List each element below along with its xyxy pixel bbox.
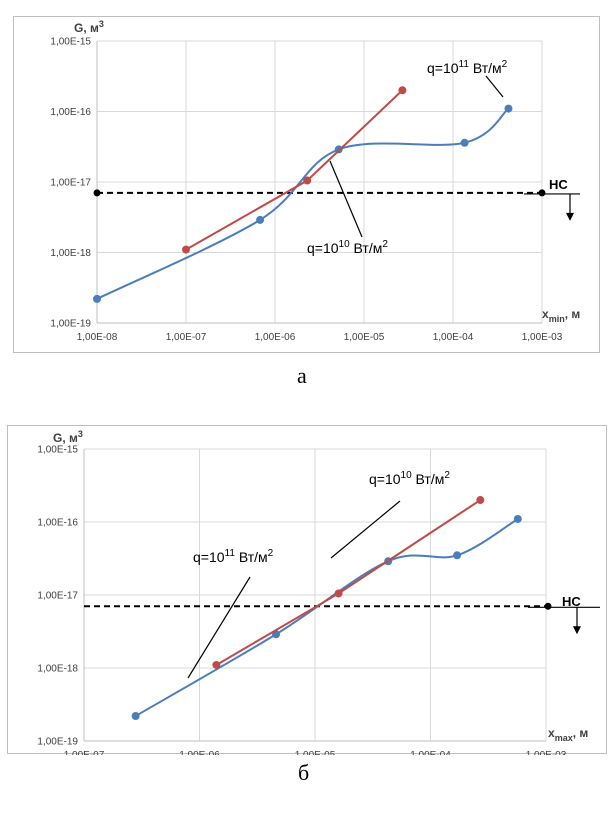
annotation-label: q=1011 Вт/м2 — [193, 548, 274, 565]
y-tick-label: 1,00E-15 — [37, 445, 78, 456]
annotation-leader-line — [330, 500, 401, 559]
y-axis-title: G, м3 — [74, 19, 104, 35]
annotation-label: q=1010 Вт/м2 — [369, 470, 450, 487]
chart-b-svg: 1,00E-19 1,00E-18 1,00E-17 1,00E-16 1,00E-15… — [37, 429, 600, 755]
series-0-point — [256, 215, 265, 224]
threshold-arrow-head — [573, 626, 581, 635]
x-tick-label: 1,00E-05 — [295, 750, 336, 755]
y-tick-label: 1,00E-16 — [50, 107, 91, 118]
series-0-point — [513, 514, 522, 523]
threshold-marker — [93, 189, 101, 197]
chart-panel-b: 1,00E-19 1,00E-18 1,00E-17 1,00E-16 1,00E-15… — [7, 425, 607, 755]
annotation-label: q=1010 Вт/м2 — [307, 239, 388, 256]
series-1-point — [398, 86, 407, 95]
x-tick-label: 1,00E-06 — [179, 750, 220, 755]
series-0-line — [135, 518, 519, 717]
series-0-point — [131, 712, 140, 721]
threshold-marker — [544, 602, 552, 610]
x-tick-label: 1,00E-05 — [344, 332, 385, 343]
series-0-point — [453, 551, 462, 560]
series-0-point — [93, 294, 101, 303]
x-tick-label: 1,00E-07 — [166, 332, 207, 343]
series-1-line — [185, 89, 404, 251]
series-1-line — [215, 499, 481, 666]
y-tick-label: 1,00E-19 — [50, 319, 91, 330]
x-tick-label: 1,00E-06 — [255, 332, 296, 343]
x-tick-label: 1,00E-03 — [522, 332, 563, 343]
series-1-point — [476, 496, 485, 505]
annotation-leader-line — [329, 160, 363, 238]
x-axis-title: xmin, м — [542, 307, 580, 324]
y-tick-label: 1,00E-18 — [37, 664, 78, 675]
x-tick-label: 1,00E-08 — [77, 332, 118, 343]
y-tick-label: 1,00E-17 — [50, 178, 91, 189]
caption-b: б — [298, 760, 310, 785]
chart-panel-a: 1,00E-19 1,00E-18 1,00E-17 1,00E-16 1,00E-15… — [13, 16, 600, 353]
series-1-point — [334, 589, 343, 598]
annotation-leader-line — [187, 576, 251, 679]
y-tick-label: 1,00E-16 — [37, 518, 78, 529]
threshold-label: НС — [562, 594, 581, 609]
series-1-point — [212, 660, 221, 669]
x-tick-label: 1,00E-07 — [64, 750, 105, 755]
series-1-point — [182, 245, 190, 254]
y-tick-label: 1,00E-19 — [37, 737, 78, 748]
series-1-point — [303, 176, 312, 185]
y-tick-label: 1,00E-17 — [37, 591, 78, 602]
chart-a-svg: 1,00E-19 1,00E-18 1,00E-17 1,00E-16 1,00E-15… — [50, 19, 580, 343]
annotation-leader-line — [485, 75, 504, 98]
x-tick-label: 1,00E-04 — [410, 750, 451, 755]
annotation-label: q=1011 Вт/м2 — [427, 59, 508, 76]
y-tick-label: 1,00E-15 — [50, 37, 91, 48]
x-tick-label: 1,00E-04 — [433, 332, 474, 343]
threshold-marker — [538, 189, 546, 197]
caption-a: а — [297, 363, 307, 388]
x-axis-title: xmax, м — [548, 726, 588, 743]
y-tick-label: 1,00E-18 — [50, 248, 91, 259]
series-0-point — [460, 138, 469, 147]
y-axis-title: G, м3 — [53, 429, 83, 445]
series-0-point — [504, 104, 513, 113]
series-0-line — [96, 107, 510, 300]
threshold-label: НС — [549, 177, 568, 192]
x-tick-label: 1,00E-03 — [526, 750, 567, 755]
threshold-arrow-head — [566, 212, 574, 221]
